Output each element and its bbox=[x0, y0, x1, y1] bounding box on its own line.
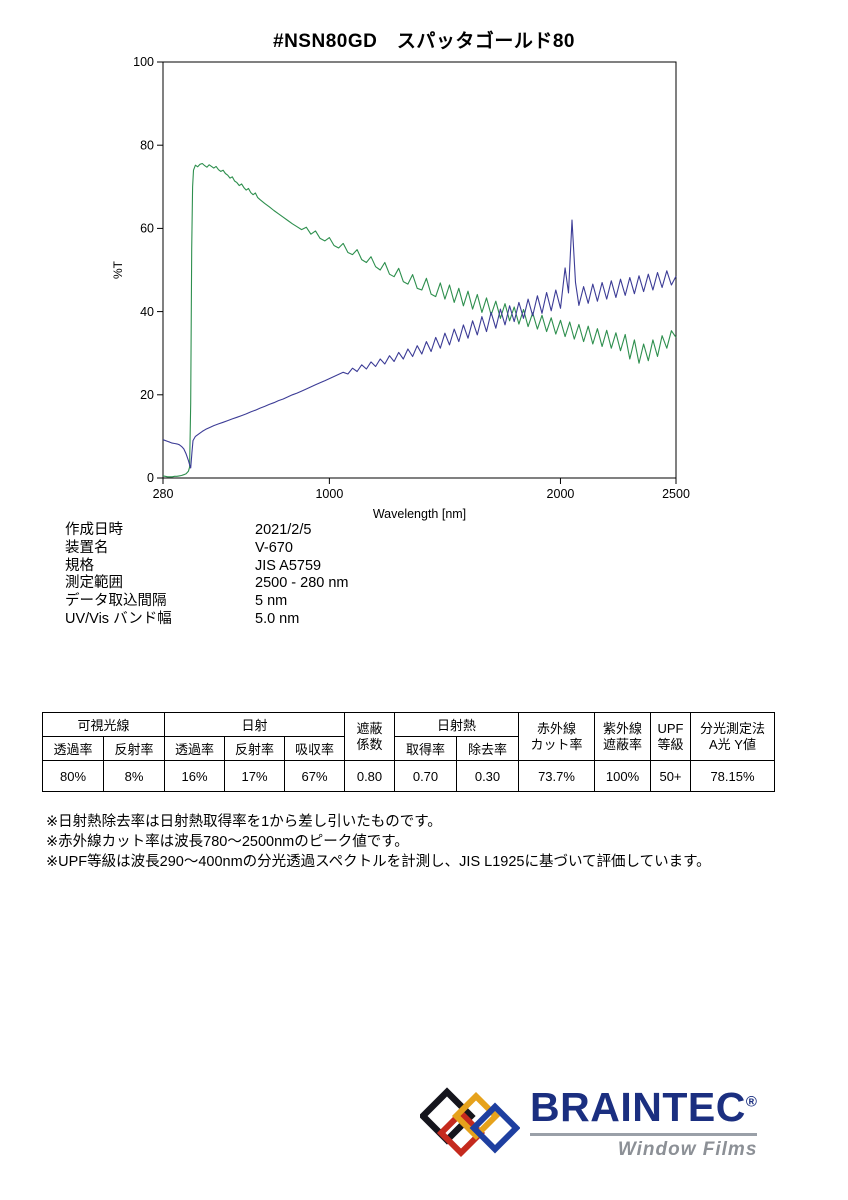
metadata-value: 5.0 nm bbox=[255, 610, 300, 627]
value-cell: 16% bbox=[164, 760, 225, 792]
value-cell: 17% bbox=[224, 760, 285, 792]
table-value-row: 80% 8% 16% 17% 67% 0.80 0.70 0.30 73.7% … bbox=[42, 760, 775, 792]
col-upf-grade: UPF 等級 bbox=[650, 712, 691, 761]
footnote: ※UPF等級は波長290～400nmの分光透過スペクトルを計測し、JIS L19… bbox=[46, 854, 711, 870]
y-tick-label: 80 bbox=[140, 138, 154, 152]
x-tick-label: 2500 bbox=[662, 487, 690, 501]
logo-diamonds-icon bbox=[420, 1087, 520, 1158]
spectral-chart: 0 20 40 60 80 100 280 1000 2000 2500 Wavelength [n… bbox=[111, 55, 690, 521]
y-tick-label: 40 bbox=[140, 305, 154, 319]
footnote: ※赤外線カット率は波長780～2500nmのピーク値です。 bbox=[46, 834, 409, 850]
registered-mark: ® bbox=[745, 1093, 758, 1111]
plot-frame bbox=[162, 61, 677, 479]
x-tick-label: 280 bbox=[153, 487, 174, 501]
sub-header: 取得率 bbox=[394, 736, 457, 761]
measurement-metadata: 作成日時 2021/2/5 装置名 V-670 規格 JIS A5759 測定範… bbox=[65, 522, 349, 629]
col-spectro-y-value: 分光測定法 A光 Y値 bbox=[690, 712, 775, 761]
sub-header: 透過率 bbox=[164, 736, 225, 761]
diamond-blue bbox=[469, 1102, 520, 1154]
value-cell: 0.80 bbox=[344, 760, 395, 792]
col-group-solar-heat: 日射熱 bbox=[394, 712, 519, 737]
col-ir-cut-rate: 赤外線 カット率 bbox=[518, 712, 595, 761]
x-tick-label: 2000 bbox=[547, 487, 575, 501]
col-uv-block-rate: 紫外線 遮蔽率 bbox=[594, 712, 651, 761]
sub-header: 透過率 bbox=[42, 736, 104, 761]
col-group-visible-light: 可視光線 bbox=[42, 712, 165, 737]
x-tick-label: 1000 bbox=[315, 487, 343, 501]
metadata-label: 作成日時 bbox=[65, 522, 123, 538]
table-group-header-row: 可視光線 日射 遮蔽 係数 日射熱 赤外線 カット率 紫外線 遮蔽率 UPF 等… bbox=[42, 712, 775, 761]
results-table: 可視光線 日射 遮蔽 係数 日射熱 赤外線 カット率 紫外線 遮蔽率 UPF 等… bbox=[42, 712, 775, 792]
metadata-row: 測定範囲 2500 - 280 nm bbox=[65, 575, 349, 593]
sub-header: 除去率 bbox=[456, 736, 519, 761]
y-tick-label: 100 bbox=[133, 55, 154, 69]
metadata-value: JIS A5759 bbox=[255, 557, 322, 574]
braintec-logo: BRAINTEC® Window Films bbox=[420, 1086, 758, 1162]
footnote: ※日射熱除去率は日射熱取得率を1から差し引いたものです。 bbox=[46, 814, 442, 830]
metadata-row: 装置名 V-670 bbox=[65, 540, 349, 558]
value-cell: 8% bbox=[103, 760, 165, 792]
y-axis-label: %T bbox=[111, 260, 125, 279]
value-cell: 80% bbox=[42, 760, 104, 792]
y-tick-label: 0 bbox=[147, 471, 154, 485]
metadata-label: 測定範囲 bbox=[65, 575, 123, 592]
metadata-row: データ取込間隔 5 nm bbox=[65, 593, 349, 611]
metadata-label: データ取込間隔 bbox=[65, 593, 167, 610]
metadata-value: 2021/2/5 bbox=[255, 522, 312, 538]
value-cell: 50+ bbox=[650, 760, 691, 792]
metadata-label: 規格 bbox=[65, 557, 94, 574]
value-cell: 100% bbox=[594, 760, 651, 792]
diamond-yellow bbox=[451, 1091, 501, 1141]
metadata-row: UV/Vis バンド幅 5.0 nm bbox=[65, 611, 349, 629]
metadata-label: UV/Vis バンド幅 bbox=[65, 610, 172, 627]
value-cell: 67% bbox=[284, 760, 345, 792]
value-cell: 0.70 bbox=[394, 760, 457, 792]
brand-name: BRAINTEC® bbox=[530, 1087, 757, 1128]
series-reflectance-blue bbox=[162, 219, 677, 469]
metadata-value: 2500 - 280 nm bbox=[255, 575, 349, 592]
series-transmittance-green bbox=[162, 162, 677, 478]
metadata-row: 規格 JIS A5759 bbox=[65, 558, 349, 576]
diamond-red bbox=[436, 1108, 486, 1158]
brand-wordmark: BRAINTEC bbox=[530, 1084, 746, 1130]
value-cell: 0.30 bbox=[456, 760, 519, 792]
y-tick-label: 20 bbox=[140, 388, 154, 402]
col-shading-coefficient: 遮蔽 係数 bbox=[344, 712, 395, 761]
y-tick-label: 60 bbox=[140, 222, 154, 236]
sub-header: 反射率 bbox=[103, 736, 165, 761]
sub-header: 吸収率 bbox=[284, 736, 345, 761]
metadata-label: 装置名 bbox=[65, 539, 109, 556]
metadata-value: V-670 bbox=[255, 539, 293, 556]
metadata-value: 5 nm bbox=[255, 593, 288, 610]
col-group-solar: 日射 bbox=[164, 712, 345, 737]
logo-rule: Window Films bbox=[530, 1133, 758, 1161]
value-cell: 78.15% bbox=[690, 760, 775, 792]
diamond-black bbox=[420, 1087, 476, 1145]
value-cell: 73.7% bbox=[518, 760, 595, 792]
report-title: #NSN80GD スパッタゴールド80 bbox=[273, 31, 575, 52]
metadata-row: 作成日時 2021/2/5 bbox=[65, 522, 349, 540]
x-axis-label: Wavelength [nm] bbox=[373, 507, 466, 521]
logo-text: BRAINTEC® Window Films bbox=[530, 1087, 758, 1161]
brand-tagline: Window Films bbox=[617, 1139, 758, 1160]
sub-header: 反射率 bbox=[224, 736, 285, 761]
footnotes: ※日射熱除去率は日射熱取得率を1から差し引いたものです。 ※赤外線カット率は波長… bbox=[46, 812, 711, 872]
